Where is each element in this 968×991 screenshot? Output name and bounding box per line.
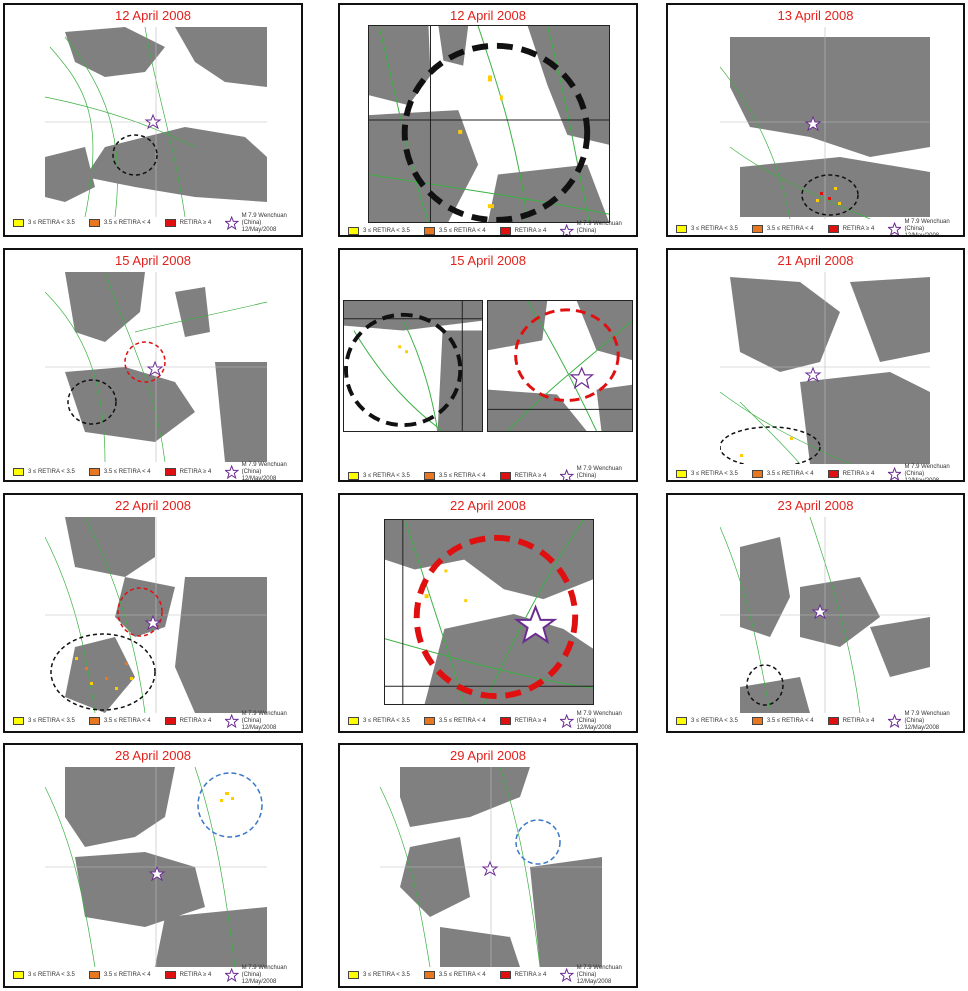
- thermal-anomaly-map: [380, 767, 602, 967]
- thermal-anomaly-zoom-map: [384, 519, 594, 705]
- star-icon: [225, 465, 239, 479]
- legend: 3 ≤ RETIRA < 3.5 3.5 ≤ RETIRA < 4 RETIRA…: [13, 462, 295, 480]
- legend-item-low: 3 ≤ RETIRA < 3.5: [13, 219, 75, 227]
- legend: 3 ≤ RETIRA < 3.5 3.5 ≤ RETIRA < 4 RETIRA…: [348, 711, 630, 731]
- legend-item-high: RETIRA ≥ 4: [164, 219, 211, 227]
- thermal-anomaly-zoom-map-right: [487, 300, 633, 432]
- star-icon: [225, 968, 239, 982]
- panel-22-april-zoom: 22 April 2008 3 ≤ RETIRA < 3.5 3.5 ≤ RET…: [338, 493, 638, 733]
- thermal-anomaly-map: [45, 27, 267, 217]
- star-icon: [888, 714, 902, 728]
- panel-28-april: 28 April 2008 3 ≤ RETIRA < 3.5 3.5 ≤ RET…: [3, 743, 303, 988]
- star-icon: [225, 216, 239, 230]
- legend: 3 ≤ RETIRA < 3.5 3.5 ≤ RETIRA < 4 RETIRA…: [348, 466, 630, 480]
- legend: 3 ≤ RETIRA < 3.5 3.5 ≤ RETIRA < 4 RETIRA…: [348, 221, 630, 235]
- star-icon: [560, 469, 574, 480]
- star-icon: [888, 467, 902, 480]
- thermal-anomaly-zoom-map: [368, 25, 610, 223]
- panel-title: 22 April 2008: [115, 498, 191, 513]
- thermal-anomaly-map: [45, 517, 267, 713]
- panel-29-april: 29 April 2008 3 ≤ RETIRA < 3.5 3.5 ≤ RET…: [338, 743, 638, 988]
- thermal-anomaly-map: [45, 767, 267, 967]
- legend: 3 ≤ RETIRA < 3.5 3.5 ≤ RETIRA < 4 RETIRA…: [676, 219, 957, 235]
- legend: 3 ≤ RETIRA < 3.5 3.5 ≤ RETIRA < 4 RETIRA…: [13, 711, 295, 731]
- panel-title: 12 April 2008: [115, 8, 191, 23]
- legend: 3 ≤ RETIRA < 3.5 3.5 ≤ RETIRA < 4 RETIRA…: [13, 213, 295, 234]
- thermal-anomaly-map: [720, 272, 930, 464]
- panel-15-april-overview: 15 April 2008 3 ≤ RETIRA < 3.5 3.5 ≤ RET…: [3, 248, 303, 482]
- panel-title: 15 April 2008: [115, 253, 191, 268]
- star-icon: [560, 968, 574, 982]
- panel-title: 22 April 2008: [450, 498, 526, 513]
- legend-epicenter: M 7.9 Wenchuan (China) 12/May/2008: [225, 213, 295, 234]
- panel-22-april-overview: 22 April 2008 3 ≤ RETIRA < 3.5 3.5 ≤ RET…: [3, 493, 303, 733]
- panel-13-april: 13 April 2008 3 ≤ RETIRA < 3.5 3.5 ≤ RET…: [666, 3, 965, 237]
- star-icon: [560, 714, 574, 728]
- star-icon: [225, 714, 239, 728]
- legend: 3 ≤ RETIRA < 3.5 3.5 ≤ RETIRA < 4 RETIRA…: [676, 711, 957, 731]
- thermal-anomaly-map: [720, 27, 930, 219]
- legend: 3 ≤ RETIRA < 3.5 3.5 ≤ RETIRA < 4 RETIRA…: [13, 965, 295, 985]
- legend: 3 ≤ RETIRA < 3.5 3.5 ≤ RETIRA < 4 RETIRA…: [348, 965, 630, 985]
- panel-23-april: 23 April 2008 3 ≤ RETIRA < 3.5 3.5 ≤ RET…: [666, 493, 965, 733]
- panel-title: 28 April 2008: [115, 748, 191, 763]
- legend: 3 ≤ RETIRA < 3.5 3.5 ≤ RETIRA < 4 RETIRA…: [676, 464, 957, 480]
- panel-21-april: 21 April 2008 3 ≤ RETIRA < 3.5 3.5 ≤ RET…: [666, 248, 965, 482]
- thermal-anomaly-map: [720, 517, 930, 713]
- panel-12-april-zoom: 12 April 2008 3 ≤ RETIRA < 3.5 3.5 ≤ RET…: [338, 3, 638, 237]
- legend-item-mid: 3.5 ≤ RETIRA < 4: [88, 219, 151, 227]
- thermal-anomaly-map: [45, 272, 267, 462]
- panel-title: 12 April 2008: [450, 8, 526, 23]
- panel-title: 29 April 2008: [450, 748, 526, 763]
- panel-15-april-zoom: 15 April 2008 3 ≤ RETIRA < 3.5 3.5 ≤ RET…: [338, 248, 638, 482]
- panel-title: 21 April 2008: [777, 253, 854, 268]
- thermal-anomaly-zoom-map-left: [343, 300, 483, 432]
- panel-title: 15 April 2008: [450, 253, 526, 268]
- panel-title: 23 April 2008: [777, 498, 854, 513]
- star-icon: [888, 222, 902, 235]
- panel-title: 13 April 2008: [777, 8, 854, 23]
- panel-12-april-overview: 12 April 2008 3 ≤ RETIRA < 3.5 3.5 ≤ RET…: [3, 3, 303, 237]
- star-icon: [560, 224, 574, 235]
